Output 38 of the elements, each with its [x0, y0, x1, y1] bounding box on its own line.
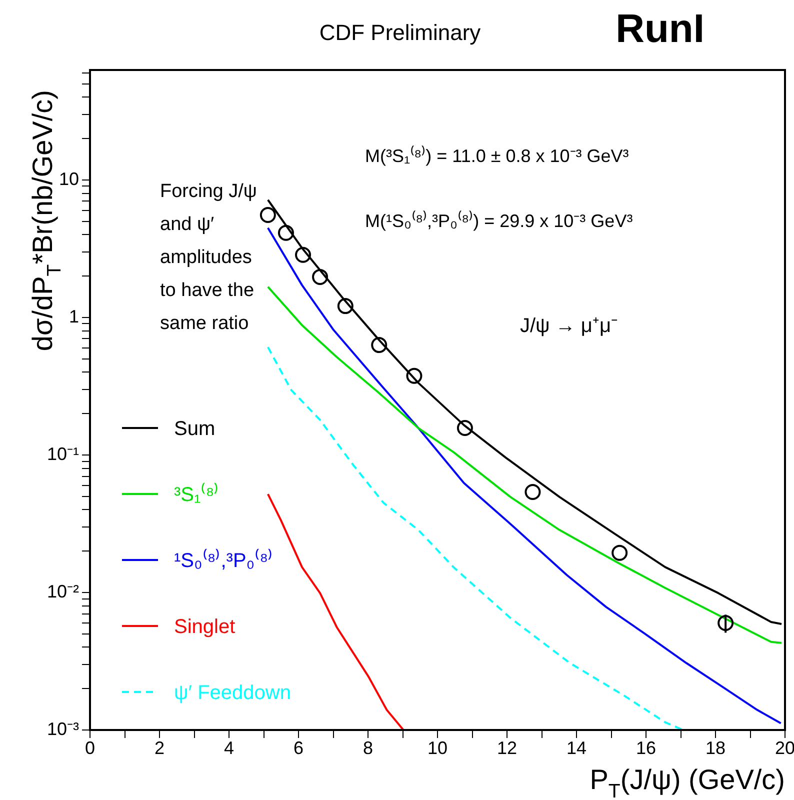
y-tick-label: 10 [58, 168, 79, 189]
point [295, 246, 312, 263]
point [524, 484, 541, 500]
legend-label: Sum [174, 418, 216, 440]
point [612, 544, 628, 561]
x-tick-label: 14 [566, 738, 587, 758]
text: RunI [616, 7, 704, 51]
annotation: M(¹S₀⁽⁸⁾,³P₀⁽⁸⁾) = 29.9 x 10⁻³ GeV³ [365, 210, 633, 231]
point [456, 420, 473, 436]
y-tick-label: 10⁻³ [46, 718, 80, 739]
x-tick-label: 16 [636, 738, 656, 758]
y-tick-label: 10⁻¹ [46, 444, 80, 464]
x-tick-label: 0 [84, 738, 96, 758]
x-tick-label: 8 [362, 738, 374, 758]
x-tick-label: 6 [293, 738, 304, 758]
x-tick-label: 4 [224, 738, 234, 758]
x-tick-label: 18 [705, 738, 726, 758]
y-tick-label: 1 [68, 306, 79, 326]
legend-label: ψ′ Feeddown [174, 682, 291, 704]
x-tick-label: 10 [427, 738, 448, 758]
point [406, 368, 422, 384]
x-tick-label: 12 [496, 738, 518, 758]
legend-label: ³S₁⁽⁸⁾ [174, 482, 220, 506]
annotation: M(³S₁⁽⁸⁾) = 11.0 ± 0.8 x 10⁻³ GeV³ [365, 145, 629, 166]
annotation: J/ψ → μ⁺μ⁻ [520, 315, 618, 337]
legend-label: ¹S₀⁽⁸⁾,³P₀⁽⁸⁾ [174, 548, 274, 572]
point [260, 206, 276, 223]
x-tick-label: 20 [774, 738, 794, 758]
point [371, 337, 388, 354]
legend-label: Singlet [174, 616, 236, 638]
annotation: Forcing J/ψ and ψ′ amplitudes to have the same ratio [160, 181, 257, 334]
point [718, 614, 734, 631]
y-tick-label: 10⁻² [46, 581, 80, 602]
point [337, 298, 354, 314]
point [278, 224, 294, 241]
chart-title: CDF Preliminary [319, 20, 481, 45]
point [312, 268, 328, 285]
x-tick-label: 2 [154, 738, 165, 758]
